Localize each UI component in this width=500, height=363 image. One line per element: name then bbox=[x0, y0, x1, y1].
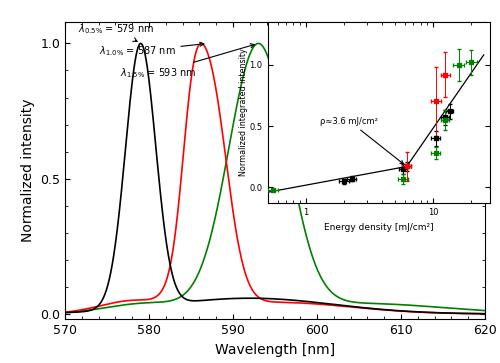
X-axis label: Energy density [mJ/cm²]: Energy density [mJ/cm²] bbox=[324, 223, 434, 232]
Text: $\lambda_{1.0\%}$ = 587 nm: $\lambda_{1.0\%}$ = 587 nm bbox=[98, 42, 204, 58]
Text: ρ≈3.6 mJ/cm²: ρ≈3.6 mJ/cm² bbox=[320, 117, 404, 164]
Y-axis label: Normalized integrated intensity: Normalized integrated intensity bbox=[239, 49, 248, 176]
Text: $\lambda_{0.5\%}$ = 579 nm: $\lambda_{0.5\%}$ = 579 nm bbox=[78, 23, 154, 41]
Y-axis label: Normalized intensity: Normalized intensity bbox=[20, 99, 34, 242]
Text: $\lambda_{1.5\%}$ = 593 nm: $\lambda_{1.5\%}$ = 593 nm bbox=[120, 44, 254, 80]
X-axis label: Wavelength [nm]: Wavelength [nm] bbox=[215, 343, 335, 357]
